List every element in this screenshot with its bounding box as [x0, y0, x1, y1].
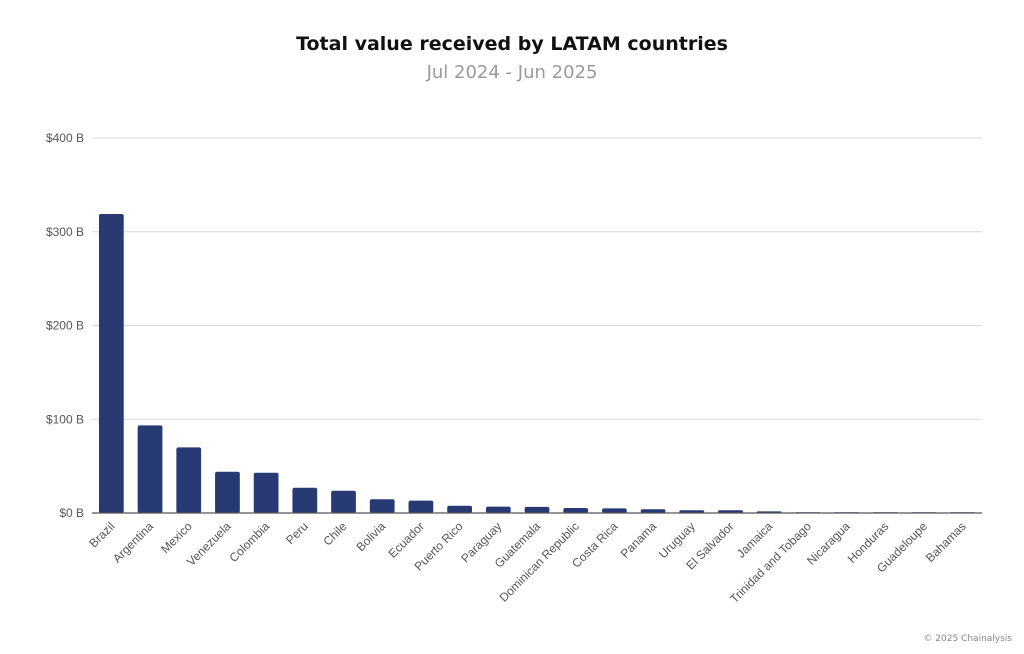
- bar-uruguay: [679, 510, 705, 513]
- bar-panama: [640, 509, 666, 513]
- bar-puerto-rico: [447, 505, 472, 513]
- x-tick-label: Brazil: [86, 519, 117, 550]
- bar-chile: [331, 490, 356, 513]
- bar-colombia: [253, 472, 279, 513]
- y-tick-label: $0 B: [59, 506, 84, 520]
- y-tick-label: $100 B: [46, 412, 84, 426]
- bar-costa-rica: [602, 508, 627, 513]
- x-tick-label: Argentina: [110, 519, 156, 565]
- x-tick-label: Mexico: [158, 519, 195, 556]
- y-tick-label: $400 B: [46, 131, 84, 145]
- bar-el-salvador: [718, 510, 743, 513]
- bar-guatemala: [524, 506, 550, 513]
- bar-venezuela: [215, 471, 240, 513]
- y-tick-label: $200 B: [46, 319, 84, 333]
- y-tick-label: $300 B: [46, 225, 84, 239]
- x-tick-label: Chile: [320, 519, 349, 548]
- chart-subtitle: Jul 2024 - Jun 2025: [426, 62, 598, 83]
- bar-bolivia: [369, 499, 395, 513]
- bar-mexico: [176, 447, 202, 513]
- x-tick-label: Nicaragua: [804, 519, 853, 568]
- x-tick-label: Colombia: [226, 519, 272, 565]
- chart-title: Total value received by LATAM countries: [296, 33, 728, 55]
- x-tick-label: Bolivia: [353, 519, 388, 554]
- x-tick-label: Panama: [618, 519, 660, 561]
- bar-paraguay: [485, 506, 511, 513]
- bar-ecuador: [408, 500, 434, 513]
- bar-peru: [292, 487, 318, 513]
- bar-argentina: [137, 425, 163, 513]
- credit: © 2025 Chainalysis: [923, 634, 1012, 644]
- bar-dominican-republic: [563, 508, 589, 513]
- x-tick-label: Peru: [283, 519, 311, 547]
- bar-brazil: [98, 213, 124, 513]
- x-tick-label: Bahamas: [923, 519, 969, 565]
